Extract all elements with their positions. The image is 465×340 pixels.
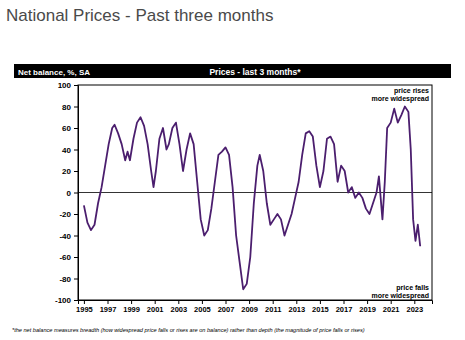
tick: -60 xyxy=(59,253,78,262)
tick: 2009 xyxy=(241,300,258,314)
tick-label: 60 xyxy=(62,124,71,133)
tick-label: 1997 xyxy=(100,305,117,314)
tick-label: -40 xyxy=(59,232,71,241)
tick: 2003 xyxy=(170,300,187,314)
tick: 1999 xyxy=(123,300,140,314)
tick-mark xyxy=(74,214,78,215)
tick-label: 1999 xyxy=(123,305,140,314)
tick-label: 1995 xyxy=(76,305,93,314)
tick-mark xyxy=(74,171,78,172)
tick-mark xyxy=(74,236,78,237)
tick: 40 xyxy=(62,146,78,155)
plot-area xyxy=(84,107,420,290)
tick-label: 2001 xyxy=(147,305,164,314)
chart: National Prices - Past three months Net b… xyxy=(0,0,465,340)
tick: 2023 xyxy=(406,300,423,314)
tick-mark xyxy=(249,300,250,304)
tick-label: 40 xyxy=(62,146,71,155)
annotation: more widespread xyxy=(371,95,429,103)
tick: 20 xyxy=(62,167,78,176)
tick-label: 20 xyxy=(62,167,71,176)
tick: 80 xyxy=(62,103,78,112)
tick-label: -80 xyxy=(59,275,71,284)
tick-label: 2011 xyxy=(265,305,281,314)
tick: 2015 xyxy=(312,300,329,314)
tick-mark xyxy=(296,300,297,304)
tick: 60 xyxy=(62,124,78,133)
tick-mark xyxy=(155,300,156,304)
tick-mark xyxy=(74,107,78,108)
tick-mark xyxy=(391,300,392,304)
heading: National Prices - Past three months xyxy=(6,6,273,25)
tick-mark xyxy=(226,300,227,304)
tick: -20 xyxy=(59,210,78,219)
tick: 2021 xyxy=(383,300,400,314)
tick-label: 2005 xyxy=(194,305,211,314)
tick-label: -100 xyxy=(55,296,72,305)
footnote: *the net balance measures breadth (how w… xyxy=(12,327,365,333)
tick: 2005 xyxy=(194,300,211,314)
tick-mark xyxy=(178,300,179,304)
tick-mark xyxy=(74,150,78,151)
tick: 1995 xyxy=(76,300,93,314)
tick-mark xyxy=(74,279,78,280)
tick-mark xyxy=(108,300,109,304)
tick-label: 2003 xyxy=(170,305,187,314)
annotation: more widespread xyxy=(371,292,429,300)
tick: -100 xyxy=(55,296,78,305)
x-axis: 1995 1997 1999 2001 2003 2005 2007 2009 2011 2013… xyxy=(76,300,432,314)
tick: 2011 xyxy=(265,300,281,314)
price-balance-line xyxy=(84,107,420,290)
header-bar xyxy=(14,64,451,78)
tick-mark xyxy=(131,300,132,304)
y-axis: -100 -80 -60 -40 -20 0 20 40 60 80 100 xyxy=(55,81,79,305)
tick: 2007 xyxy=(218,300,235,314)
tick: 2017 xyxy=(336,300,353,314)
tick-label: 80 xyxy=(62,103,71,112)
tick-label: 2015 xyxy=(312,305,329,314)
tick: 0 xyxy=(67,189,78,198)
tick-label: 100 xyxy=(58,81,72,90)
tick-label: -60 xyxy=(59,253,71,262)
tick-label: 2021 xyxy=(383,305,400,314)
tick-label: 2023 xyxy=(406,305,423,314)
tick-label: -20 xyxy=(59,210,71,219)
tick: 2001 xyxy=(147,300,164,314)
tick-label: 2009 xyxy=(241,305,258,314)
axis-line xyxy=(79,301,433,305)
tick-mark xyxy=(367,300,368,304)
annotation: price rises xyxy=(394,87,429,95)
tick: 2013 xyxy=(288,300,305,314)
title: Prices - last 3 months* xyxy=(209,67,301,77)
tick-mark xyxy=(414,300,415,304)
tick-mark xyxy=(74,85,78,86)
tick-mark xyxy=(74,128,78,129)
tick: -80 xyxy=(59,275,78,284)
plot-frame xyxy=(78,85,432,300)
tick-mark xyxy=(202,300,203,304)
tick-label: 2013 xyxy=(288,305,305,314)
tick-label: 2017 xyxy=(336,305,353,314)
tick-mark xyxy=(84,300,85,304)
tick: -40 xyxy=(59,232,78,241)
tick-mark xyxy=(273,300,274,304)
tick-label: 0 xyxy=(67,189,72,198)
tick: 2019 xyxy=(359,300,376,314)
tick-mark xyxy=(320,300,321,304)
tick: 1997 xyxy=(100,300,117,314)
tick-label: 2019 xyxy=(359,305,376,314)
tick-mark xyxy=(74,257,78,258)
tick: 100 xyxy=(58,81,78,90)
y-label: Net balance, %, SA xyxy=(18,68,90,77)
tick-mark xyxy=(74,300,78,301)
tick-mark xyxy=(74,193,78,194)
axis-line xyxy=(74,86,79,301)
tick-label: 2007 xyxy=(218,305,235,314)
tick-mark xyxy=(344,300,345,304)
